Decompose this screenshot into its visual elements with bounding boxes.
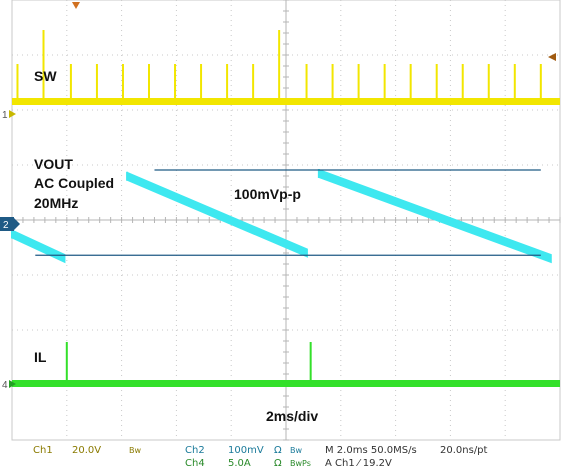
vout-bandwidth-label: 20MHz: [34, 195, 78, 211]
trigger-readout[interactable]: A Ch1 ⁄ 19.2V: [325, 458, 392, 469]
ch1-bandwidth: Bw: [129, 446, 142, 455]
measurement-cursors: [35, 169, 541, 256]
timebase-label: 2ms/div: [266, 408, 318, 424]
ch4-marker-label: 4: [2, 380, 8, 391]
ch1-name[interactable]: Ch1: [33, 445, 53, 456]
vout-ramp: [12, 229, 66, 264]
vout-ramp: [127, 171, 308, 258]
sw-trace-band: [12, 98, 560, 105]
vout-coupling-label: AC Coupled: [34, 175, 114, 191]
vout-label: VOUT: [34, 156, 73, 172]
status-bar: Ch1 20.0V Bw Ch2 100mV Ω Bw M 2.0ms 50.0…: [0, 443, 567, 470]
trigger-level-marker: [548, 53, 556, 61]
ch1-marker-label: 1: [2, 110, 8, 121]
ch2-bandwidth: Bw: [290, 446, 303, 455]
ch2-marker-label: 2: [3, 220, 9, 231]
timebase-readout[interactable]: M 2.0ms 50.0MS/s: [325, 445, 417, 456]
sw-trace-label: SW: [34, 68, 57, 84]
ripple-measurement-label: 100mVp-p: [234, 186, 301, 202]
ch2-name[interactable]: Ch2: [185, 445, 205, 456]
graticule: [11, 0, 561, 441]
ch2-impedance: Ω: [274, 445, 282, 456]
vout-ramp: [318, 169, 552, 264]
il-trace-band: [12, 380, 560, 387]
ch4-bandwidth: BwPs: [290, 459, 311, 468]
ch4-scale[interactable]: 5.0A: [228, 458, 251, 469]
ch1-scale[interactable]: 20.0V: [72, 445, 102, 456]
ch4-impedance: Ω: [274, 458, 282, 469]
ch4-name[interactable]: Ch4: [185, 458, 205, 469]
ch2-marker[interactable]: 2: [0, 217, 20, 231]
ch4-marker[interactable]: 4: [2, 380, 16, 391]
ch2-scale[interactable]: 100mV: [228, 445, 264, 456]
il-trace-label: IL: [34, 349, 47, 365]
record-readout: 20.0ns/pt: [440, 445, 488, 456]
ch1-marker[interactable]: 1: [2, 110, 16, 121]
trigger-position-marker: [72, 2, 80, 9]
